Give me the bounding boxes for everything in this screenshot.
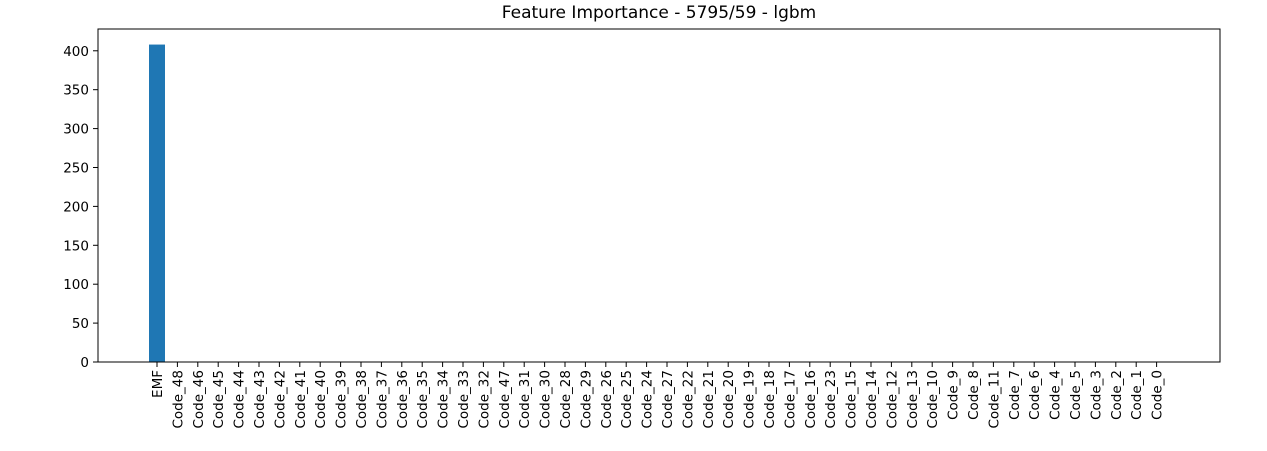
y-tick-label: 350 <box>63 83 89 99</box>
x-tick-label: Code_43 <box>252 370 268 429</box>
plot-frame <box>97 28 1221 363</box>
x-tick-label: Code_9 <box>946 370 962 420</box>
x-tick-label: Code_37 <box>374 370 390 429</box>
x-tick-label: Code_4 <box>1048 370 1064 420</box>
x-tick-label: Code_7 <box>1007 370 1023 420</box>
x-tick-label: Code_48 <box>170 370 186 429</box>
x-tick-label: Code_21 <box>701 370 717 429</box>
x-tick-label: Code_16 <box>803 370 819 429</box>
x-tick-label: Code_6 <box>1027 370 1043 420</box>
bar-series <box>149 44 165 363</box>
x-tick-label: Code_18 <box>762 370 778 429</box>
x-tick-label: Code_19 <box>742 370 758 429</box>
y-tick-label: 400 <box>63 44 89 60</box>
x-tick-label: Code_14 <box>864 370 880 429</box>
x-tick-label: Code_11 <box>986 370 1002 429</box>
x-tick-label: Code_31 <box>517 370 533 429</box>
x-tick-label: Code_15 <box>844 370 860 429</box>
x-tick-label: Code_36 <box>395 370 411 429</box>
x-tick-label: Code_34 <box>436 370 452 429</box>
x-tick-label: Code_23 <box>823 370 839 429</box>
y-tick-label: 250 <box>63 160 89 176</box>
y-tick-label: 200 <box>63 199 89 215</box>
x-tick-label: Code_13 <box>905 370 921 429</box>
x-tick-label: Code_29 <box>578 370 594 429</box>
x-tick-label: EMF <box>150 370 166 398</box>
x-tick-label: Code_5 <box>1068 370 1084 420</box>
x-tick-label: Code_45 <box>211 370 227 429</box>
x-tick-label: Code_39 <box>334 370 350 429</box>
y-tick-label: 50 <box>72 316 89 332</box>
x-tick-label: Code_46 <box>191 370 207 429</box>
x-tick-label: Code_2 <box>1109 370 1125 420</box>
x-tick-label: Code_28 <box>558 370 574 429</box>
x-tick-label: Code_0 <box>1150 370 1166 420</box>
x-axis: EMF Code_48 Code_46 Code_45 Code_44 Code_43 Co… <box>150 362 1166 429</box>
bar-emf <box>149 44 165 363</box>
x-tick-label: Code_22 <box>680 370 696 429</box>
y-tick-label: 0 <box>80 355 89 371</box>
x-tick-label: Code_41 <box>293 370 309 429</box>
x-tick-label: Code_17 <box>782 370 798 429</box>
x-tick-label: Code_10 <box>925 370 941 429</box>
x-tick-label: Code_25 <box>619 370 635 429</box>
chart-title: Feature Importance - 5795/59 - lgbm <box>502 3 816 23</box>
y-tick-label: 100 <box>63 277 89 293</box>
x-tick-label: Code_8 <box>966 370 982 420</box>
x-tick-label: Code_26 <box>599 370 615 429</box>
x-tick-label: Code_24 <box>640 370 656 429</box>
x-tick-label: Code_44 <box>232 370 248 429</box>
x-tick-label: Code_42 <box>272 370 288 429</box>
x-tick-label: Code_32 <box>476 370 492 429</box>
x-tick-label: Code_3 <box>1088 370 1104 420</box>
x-tick-label: Code_47 <box>497 370 513 429</box>
x-tick-label: Code_33 <box>456 370 472 429</box>
x-tick-label: Code_12 <box>884 370 900 429</box>
y-tick-label: 150 <box>63 238 89 254</box>
x-tick-label: Code_20 <box>721 370 737 429</box>
x-tick-label: Code_35 <box>415 370 431 429</box>
x-tick-label: Code_38 <box>354 370 370 429</box>
x-tick-label: Code_1 <box>1129 370 1145 420</box>
x-tick-label: Code_40 <box>313 370 329 429</box>
y-tick-label: 300 <box>63 122 89 138</box>
x-tick-label: Code_27 <box>660 370 676 429</box>
y-axis: 0 50 100 150 200 250 300 350 400 <box>63 44 98 371</box>
x-tick-label: Code_30 <box>538 370 554 429</box>
